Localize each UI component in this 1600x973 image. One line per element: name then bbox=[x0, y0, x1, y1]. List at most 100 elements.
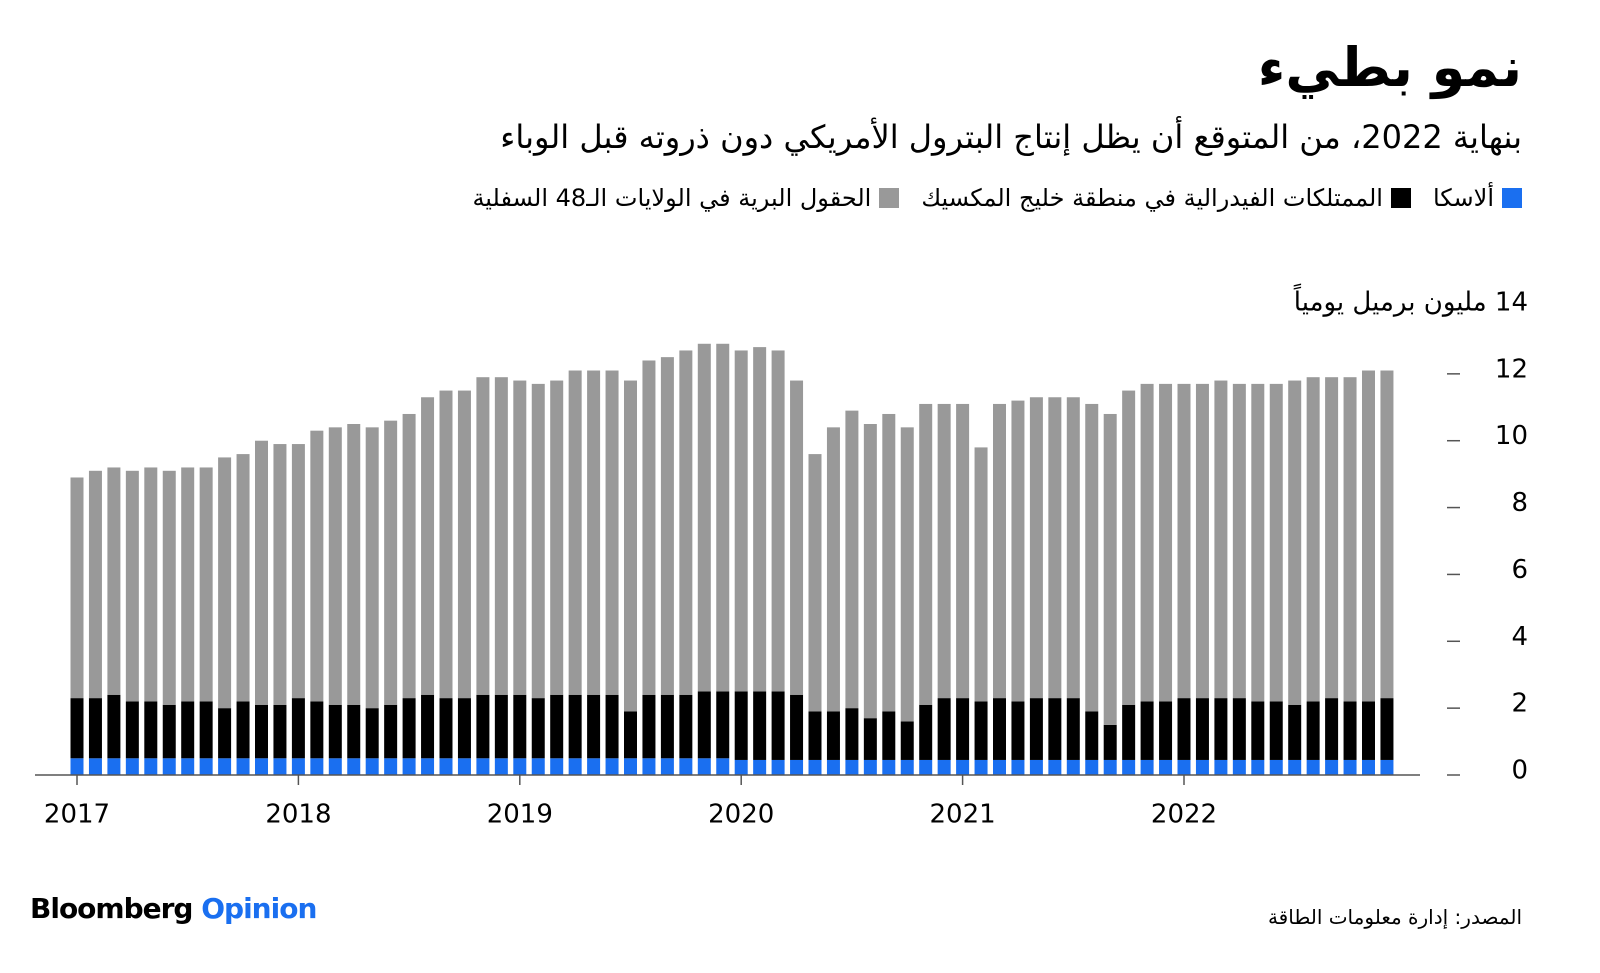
bar-segment bbox=[808, 454, 822, 712]
bar-segment bbox=[1343, 701, 1357, 760]
bar-segment bbox=[808, 759, 822, 775]
bar-segment bbox=[1251, 701, 1265, 760]
bar-segment bbox=[384, 758, 398, 775]
y-tick-label: 2 bbox=[1511, 689, 1528, 719]
bar-segment bbox=[531, 698, 545, 759]
x-tick-label: 2022 bbox=[1151, 800, 1217, 830]
bar-segment bbox=[1048, 397, 1062, 699]
bar-segment bbox=[1048, 759, 1062, 775]
bar-segment bbox=[771, 691, 785, 760]
bar-segment bbox=[716, 758, 730, 775]
bar-segment bbox=[255, 758, 268, 775]
legend: ألاسكا الممتلكات الفيدرالية في منطقة خليج… bbox=[472, 184, 1522, 212]
bar-segment bbox=[1029, 698, 1043, 760]
bar-segment bbox=[734, 759, 748, 775]
bar-segment bbox=[88, 698, 102, 759]
bar-segment bbox=[162, 704, 176, 759]
bar-segment bbox=[1085, 759, 1099, 775]
bar-segment bbox=[1232, 698, 1246, 760]
bar-segment bbox=[88, 470, 102, 699]
bar-segment bbox=[1288, 704, 1302, 760]
bar-segment bbox=[882, 413, 896, 712]
bar-segment bbox=[1306, 701, 1320, 760]
bar-segment bbox=[476, 694, 490, 759]
bar-segment bbox=[1214, 698, 1228, 760]
legend-swatch bbox=[1390, 188, 1411, 208]
bar-segment bbox=[144, 701, 158, 759]
bar-segment bbox=[734, 691, 748, 760]
bar-segment bbox=[660, 694, 674, 759]
bar-segment bbox=[1325, 759, 1339, 775]
bar-segment bbox=[1214, 380, 1228, 699]
bar-segment bbox=[1325, 698, 1339, 760]
bar-segment bbox=[1159, 383, 1173, 702]
legend-item: الحقول البرية في الولايات الـ48 السفلية bbox=[472, 184, 900, 212]
bar-segment bbox=[974, 701, 988, 760]
bar-segment bbox=[218, 758, 232, 775]
bar-segment bbox=[753, 691, 767, 760]
bar-segment bbox=[568, 758, 582, 775]
x-tick-label: 2019 bbox=[487, 800, 553, 830]
y-tick-label: 4 bbox=[1511, 622, 1528, 652]
bar-segment bbox=[900, 721, 914, 760]
bar-segment bbox=[1085, 711, 1099, 760]
bar-segment bbox=[1362, 701, 1375, 760]
x-tick-label: 2018 bbox=[265, 800, 331, 830]
bar-segment bbox=[236, 454, 250, 702]
bar-segment bbox=[1066, 759, 1080, 775]
bar-segment bbox=[384, 420, 398, 705]
bar-segment bbox=[107, 467, 121, 695]
y-tick-label: 12 bbox=[1495, 354, 1528, 384]
brand: Bloomberg Opinion bbox=[30, 892, 317, 925]
bar-segment bbox=[587, 694, 601, 759]
bar-segment bbox=[513, 758, 527, 775]
bar-segment bbox=[697, 758, 711, 775]
bar-segment bbox=[697, 691, 711, 759]
bar-segment bbox=[679, 694, 693, 759]
bar-segment bbox=[1048, 698, 1062, 760]
bar-segment bbox=[679, 758, 693, 775]
bar-segment bbox=[826, 427, 840, 712]
bar-segment bbox=[513, 694, 527, 759]
bar-segment bbox=[1269, 759, 1283, 775]
bar-segment bbox=[697, 343, 711, 692]
bar-segment bbox=[1251, 383, 1265, 702]
bar-segment bbox=[1306, 759, 1320, 775]
bar-segment bbox=[70, 758, 84, 775]
bar-segment bbox=[181, 701, 195, 759]
bar-segment bbox=[1343, 759, 1357, 775]
bar-segment bbox=[550, 694, 564, 759]
bar-segment bbox=[1159, 701, 1173, 760]
bar-segment bbox=[181, 467, 195, 702]
bar-segment bbox=[107, 758, 121, 775]
bar-segment bbox=[790, 380, 804, 695]
bar-segment bbox=[956, 698, 970, 760]
bar-segment bbox=[384, 704, 398, 759]
bar-segment bbox=[826, 759, 840, 775]
bar-segment bbox=[937, 698, 951, 760]
bar-segment bbox=[1103, 724, 1117, 760]
bar-segment bbox=[900, 759, 914, 775]
bar-segment bbox=[1029, 397, 1043, 699]
bar-segment bbox=[605, 758, 619, 775]
bar-segment bbox=[402, 413, 416, 699]
bar-segment bbox=[790, 759, 804, 775]
legend-label: الحقول البرية في الولايات الـ48 السفلية bbox=[472, 184, 872, 212]
bar-segment bbox=[974, 759, 988, 775]
bar-segment bbox=[937, 759, 951, 775]
bar-segment bbox=[1085, 403, 1099, 712]
bar-segment bbox=[494, 377, 508, 695]
bar-segment bbox=[70, 698, 84, 759]
x-tick-label: 2017 bbox=[44, 800, 110, 830]
bar-segment bbox=[660, 758, 674, 775]
bar-segment bbox=[236, 701, 250, 759]
bar-segment bbox=[1306, 377, 1320, 702]
x-tick-label: 2021 bbox=[930, 800, 996, 830]
bar-segment bbox=[218, 457, 232, 709]
bar-segment bbox=[1380, 698, 1394, 760]
bar-segment bbox=[476, 377, 490, 695]
bar-segment bbox=[587, 370, 601, 695]
bar-segment bbox=[457, 758, 471, 775]
bar-segment bbox=[291, 758, 305, 775]
source-note: المصدر: إدارة معلومات الطاقة bbox=[1267, 905, 1522, 929]
